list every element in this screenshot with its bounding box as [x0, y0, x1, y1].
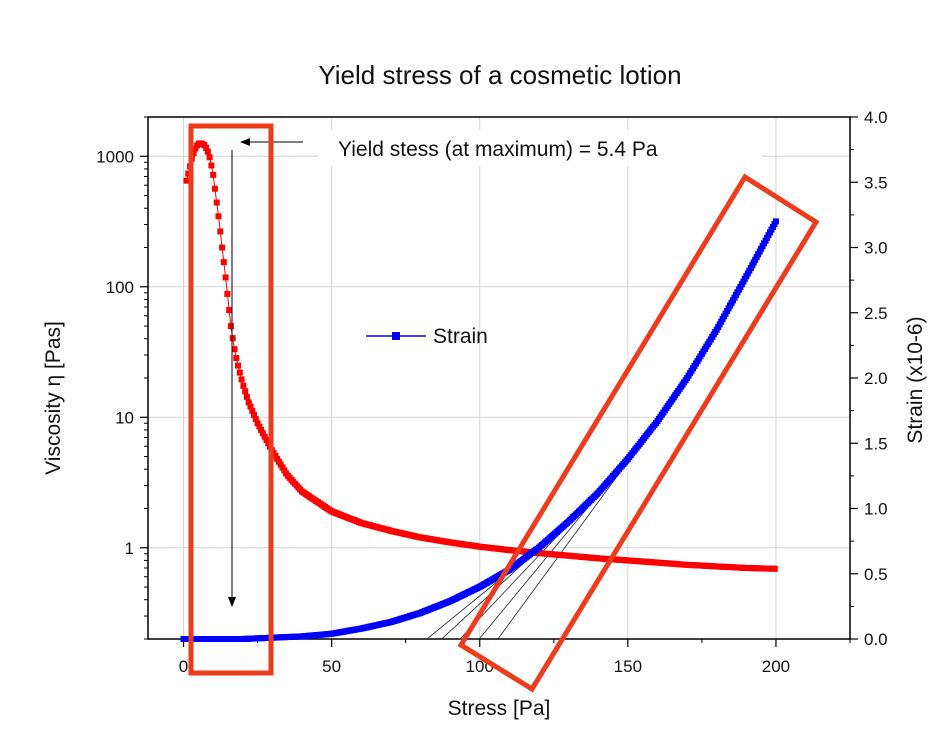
series-marker — [259, 430, 266, 437]
series-marker — [226, 307, 233, 314]
series-marker — [772, 218, 779, 225]
series-marker — [224, 290, 231, 297]
series-marker — [258, 427, 265, 433]
yield-text-background — [318, 130, 762, 166]
series-marker — [249, 407, 256, 414]
series-marker — [203, 144, 210, 151]
series-marker — [235, 362, 241, 369]
y-left-tick-label: 10 — [115, 408, 134, 427]
series-marker — [220, 259, 227, 266]
series-marker — [771, 565, 778, 572]
plot-frame — [147, 116, 851, 640]
series-marker — [254, 420, 261, 427]
x-tick-label: 150 — [614, 657, 642, 676]
series-marker — [261, 433, 268, 440]
yield-arrow-head-horizontal — [240, 138, 250, 146]
x-tick-label: 50 — [322, 657, 341, 676]
series-marker — [256, 423, 263, 430]
series-marker — [245, 399, 252, 406]
y-right-tick-label: 4.0 — [864, 108, 888, 127]
y-right-tick-label: 0.5 — [864, 565, 888, 584]
y-right-tick-label: 2.5 — [864, 304, 888, 323]
x-tick-label: 200 — [762, 657, 790, 676]
tangent-lines — [426, 420, 658, 640]
series-marker — [219, 244, 226, 251]
y-axis-right-label: Strain (x10-6) — [904, 316, 927, 443]
y-right-tick-label: 3.0 — [864, 239, 888, 258]
series-marker — [247, 403, 254, 410]
x-axis: 0 50 100 150 200 — [179, 639, 851, 676]
grid — [148, 117, 850, 639]
series-marker — [215, 213, 222, 220]
y-right-tick-label: 3.5 — [864, 173, 888, 192]
legend-marker — [392, 332, 400, 340]
series-marker — [227, 323, 234, 330]
series-marker — [231, 346, 238, 353]
series-marker — [240, 382, 247, 389]
series-line-0 — [186, 142, 775, 570]
chart-title: Yield stress of a cosmetic lotion — [318, 60, 681, 90]
highlight-boxes — [188, 123, 820, 693]
y-axis-right: 0.0 0.5 1.0 1.5 2.0 2.5 3.0 3.5 4.0 — [850, 108, 888, 649]
series-marker — [243, 393, 250, 400]
series-marker — [222, 274, 229, 281]
y-right-tick-label: 1.5 — [864, 434, 888, 453]
y-axis-left: 1 10 100 1000 — [96, 116, 148, 640]
series-marker — [265, 440, 272, 447]
legend: Strain — [366, 325, 488, 348]
yield-annotation: Yield stess (at maximum) = 5.4 Pa — [228, 130, 762, 607]
series-marker — [210, 171, 217, 178]
y-right-tick-label: 2.0 — [864, 369, 888, 388]
y-right-tick-label: 1.0 — [864, 500, 888, 519]
series-marker — [208, 162, 215, 169]
series-marker — [190, 150, 197, 157]
series-marker — [229, 335, 236, 342]
series-marker — [206, 154, 213, 161]
series-layer — [180, 140, 779, 642]
x-axis-label: Stress [Pa] — [448, 697, 551, 720]
series-marker — [213, 199, 220, 206]
series-marker — [236, 369, 243, 376]
series-marker — [251, 411, 257, 418]
yield-arrow-head-vertical — [228, 597, 236, 607]
y-right-tick-label: 0.0 — [864, 630, 888, 649]
series-marker — [242, 388, 249, 395]
series-marker — [263, 437, 270, 443]
y-left-tick-label: 1000 — [96, 147, 134, 166]
series-marker — [211, 185, 218, 192]
highlight-box-strain — [457, 173, 820, 693]
y-left-tick-label: 100 — [106, 278, 134, 297]
y-axis-left-label: Viscosity η [Pas] — [42, 321, 65, 475]
x-tick-label: 0 — [179, 657, 188, 676]
series-marker — [252, 416, 259, 423]
series-marker — [238, 376, 245, 383]
legend-label-strain: Strain — [433, 325, 488, 348]
series-marker — [183, 177, 190, 184]
series-marker — [185, 170, 192, 177]
yield-text: Yield stess (at maximum) = 5.4 Pa — [338, 138, 658, 161]
series-marker — [233, 355, 240, 361]
series-marker — [217, 228, 224, 235]
highlight-box-yield — [188, 123, 274, 676]
series-marker — [204, 148, 211, 155]
y-left-tick-label: 1 — [125, 539, 134, 558]
